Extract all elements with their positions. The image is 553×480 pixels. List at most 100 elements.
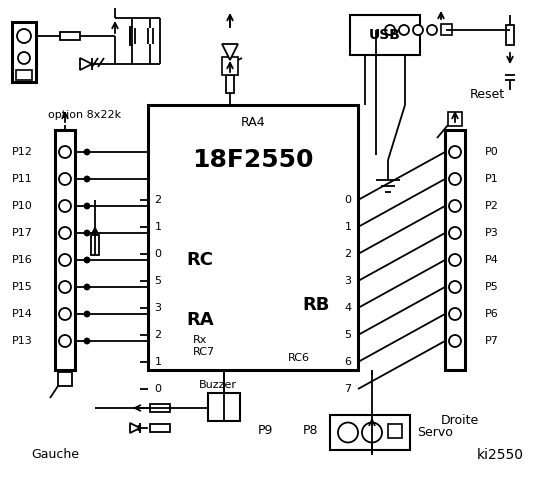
Text: RB: RB (302, 296, 330, 314)
Circle shape (59, 335, 71, 347)
Text: USB: USB (369, 28, 401, 42)
Text: ki2550: ki2550 (477, 448, 524, 462)
Text: P12: P12 (12, 147, 33, 157)
Text: Reset: Reset (469, 88, 504, 101)
Text: 0: 0 (154, 249, 161, 259)
Text: Servo: Servo (417, 426, 453, 439)
Text: P6: P6 (485, 309, 499, 319)
Bar (16, 70, 32, 80)
Text: RA4: RA4 (241, 117, 265, 130)
Text: P13: P13 (12, 336, 33, 346)
Bar (208, 393, 240, 421)
Circle shape (85, 285, 90, 289)
Text: 2: 2 (345, 249, 352, 259)
Bar (60, 32, 80, 40)
Circle shape (59, 281, 71, 293)
Text: P10: P10 (12, 201, 33, 211)
Text: 3: 3 (154, 303, 161, 313)
Text: P16: P16 (12, 255, 33, 265)
Circle shape (85, 338, 90, 344)
Text: RC: RC (186, 251, 213, 269)
Circle shape (338, 422, 358, 443)
Circle shape (449, 146, 461, 158)
Circle shape (59, 254, 71, 266)
Bar (388, 424, 402, 438)
Bar (441, 24, 452, 35)
Bar (506, 25, 514, 45)
Circle shape (59, 173, 71, 185)
Circle shape (17, 29, 31, 43)
Circle shape (362, 422, 382, 443)
Bar (350, 15, 420, 55)
Text: 1: 1 (154, 222, 161, 232)
Circle shape (85, 230, 90, 236)
Bar (226, 75, 234, 93)
Circle shape (449, 173, 461, 185)
Circle shape (449, 308, 461, 320)
Text: 4: 4 (345, 303, 352, 313)
Text: P15: P15 (12, 282, 33, 292)
Bar (448, 112, 462, 126)
Circle shape (449, 254, 461, 266)
Text: RC7: RC7 (193, 347, 215, 357)
Text: 2: 2 (154, 330, 161, 340)
Circle shape (85, 149, 90, 155)
Circle shape (449, 200, 461, 212)
Text: RA: RA (186, 311, 214, 329)
Text: P4: P4 (485, 255, 499, 265)
Bar (58, 372, 72, 386)
Bar (445, 130, 465, 370)
Text: RC6: RC6 (288, 353, 310, 363)
Text: P17: P17 (12, 228, 33, 238)
Circle shape (59, 308, 71, 320)
Text: 7: 7 (345, 384, 352, 394)
Text: P14: P14 (12, 309, 33, 319)
Text: P2: P2 (485, 201, 499, 211)
Text: Gauche: Gauche (31, 448, 79, 461)
Bar (150, 424, 170, 432)
Circle shape (85, 177, 90, 181)
Text: P0: P0 (485, 147, 499, 157)
Circle shape (427, 25, 437, 35)
Circle shape (59, 146, 71, 158)
Circle shape (85, 312, 90, 316)
Circle shape (413, 25, 423, 35)
Bar (330, 415, 410, 450)
Text: option 8x22k: option 8x22k (49, 110, 122, 120)
Text: 1: 1 (345, 222, 352, 232)
Circle shape (449, 335, 461, 347)
Bar (148, 105, 358, 370)
Bar (55, 130, 75, 370)
Circle shape (399, 25, 409, 35)
Text: Droite: Droite (441, 413, 479, 427)
Polygon shape (222, 44, 238, 60)
Text: Buzzer: Buzzer (199, 380, 237, 390)
Text: 0: 0 (345, 195, 352, 205)
Text: P1: P1 (485, 174, 499, 184)
Circle shape (85, 204, 90, 208)
Bar (222, 57, 238, 75)
Text: 2: 2 (154, 195, 161, 205)
Circle shape (385, 25, 395, 35)
Text: 3: 3 (345, 276, 352, 286)
Text: P5: P5 (485, 282, 499, 292)
Bar (12, 22, 36, 82)
Circle shape (18, 52, 30, 64)
Text: P8: P8 (302, 423, 318, 436)
Circle shape (59, 227, 71, 239)
Bar (91, 235, 99, 255)
Text: P11: P11 (12, 174, 33, 184)
Text: 6: 6 (345, 357, 352, 367)
Text: P7: P7 (485, 336, 499, 346)
Circle shape (85, 257, 90, 263)
Polygon shape (130, 423, 140, 433)
Text: 1: 1 (154, 357, 161, 367)
Polygon shape (80, 58, 92, 70)
Circle shape (449, 281, 461, 293)
Text: P3: P3 (485, 228, 499, 238)
Text: 0: 0 (154, 384, 161, 394)
Text: Rx: Rx (193, 335, 207, 345)
Circle shape (449, 227, 461, 239)
Text: P9: P9 (257, 423, 273, 436)
Bar (150, 404, 170, 412)
